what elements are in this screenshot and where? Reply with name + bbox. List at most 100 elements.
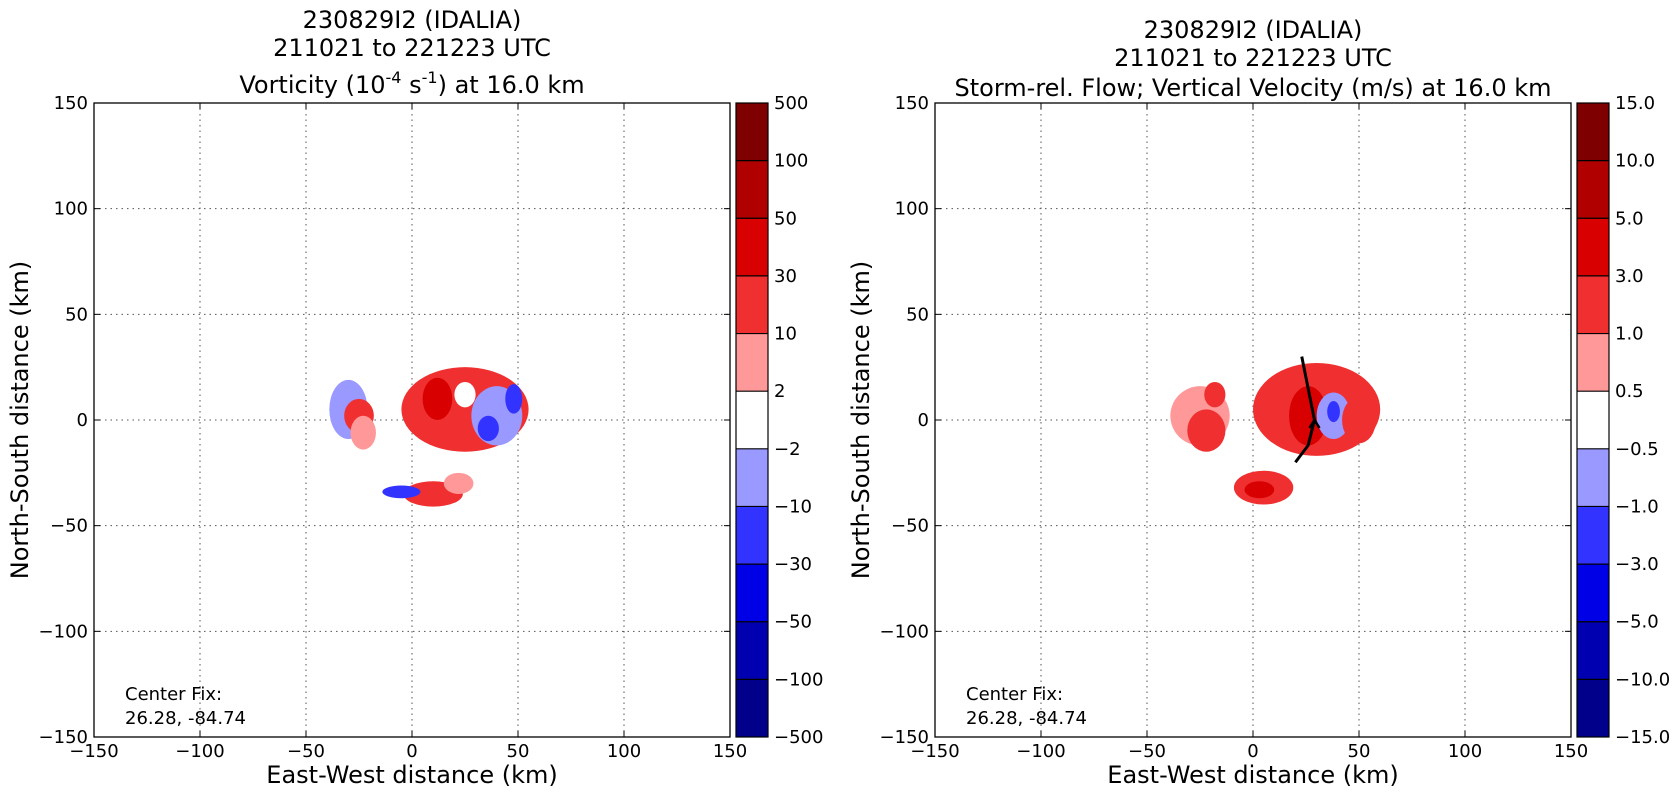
vorticity-colorbar-label: −30 [774, 554, 812, 575]
vorticity-title-line-1: 230829I2 (IDALIA) [303, 6, 522, 34]
velocity-colorbar-segment [1577, 564, 1609, 622]
velocity-colorbar-label: −5.0 [1615, 612, 1659, 633]
velocity-x-tick-label: 50 [1348, 741, 1371, 762]
vorticity-x-tick-label: 50 [507, 741, 530, 762]
vorticity-panel: 230829I2 (IDALIA) 211021 to 221223 UTC V… [6, 6, 823, 789]
vorticity-colorbar-segment [736, 679, 768, 737]
vorticity-colorbar-label: 500 [774, 93, 808, 114]
velocity-colorbar-label: 0.5 [1615, 381, 1644, 402]
vorticity-colorbar-segment [736, 621, 768, 680]
vorticity-x-ticks: −150 −100 −50 0 50 100 150 [69, 103, 747, 762]
velocity-colorbar-label: −1.0 [1615, 496, 1659, 517]
vorticity-colorbar-segment [736, 160, 768, 219]
velocity-x-tick-label: −50 [1128, 741, 1166, 762]
vorticity-x-axis-label: East-West distance (km) [266, 761, 557, 789]
vorticity-colorbar-segment [736, 391, 768, 449]
vorticity-y-tick-label: 150 [54, 93, 88, 114]
velocity-colorbar-label: −15.0 [1615, 727, 1670, 748]
velocity-colorbar-segment [1577, 506, 1609, 565]
vorticity-x-tick-label: 100 [607, 741, 641, 762]
velocity-colorbar-segment [1577, 275, 1609, 334]
velocity-title-line-2: 211021 to 221223 UTC [1114, 44, 1392, 72]
velocity-colorbar-label: −10.0 [1615, 669, 1670, 690]
velocity-colorbar-segment [1577, 160, 1609, 219]
velocity-colorbar-label: −0.5 [1615, 439, 1659, 460]
vorticity-field-patch [477, 415, 499, 442]
velocity-field-patch [1342, 396, 1376, 444]
velocity-field-patch [1187, 409, 1226, 452]
vorticity-colorbar-frame [735, 102, 769, 738]
velocity-colorbar-segment [1577, 448, 1609, 507]
vorticity-colorbar-label: −2 [774, 439, 801, 460]
vorticity-field-patch [443, 472, 474, 494]
vorticity-colorbar: 500 100 50 30 10 2 −2 −10 −30 −50 −100 −500 [735, 93, 823, 748]
vorticity-y-axis-label: North-South distance (km) [6, 261, 34, 580]
vorticity-x-tick-label: −150 [69, 741, 118, 762]
velocity-x-tick-label: −100 [1016, 741, 1065, 762]
velocity-colorbar-segment [1577, 218, 1609, 276]
vorticity-field-patch [505, 384, 523, 414]
velocity-x-tick-label: 100 [1448, 741, 1482, 762]
vorticity-colorbar-label: 30 [774, 266, 797, 287]
velocity-y-tick-label: 0 [918, 410, 929, 431]
velocity-colorbar-segment [1577, 679, 1609, 737]
vorticity-colorbar-segment [736, 448, 768, 507]
streamline-arrowhead [1308, 417, 1321, 429]
velocity-center-fix-value: 26.28, -84.74 [966, 708, 1087, 729]
velocity-title-line-3: Storm-rel. Flow; Vertical Velocity (m/s)… [955, 74, 1552, 102]
vorticity-colorbar-label: −500 [774, 727, 823, 748]
vorticity-y-ticks: −150 −100 −50 0 50 100 150 [39, 93, 730, 748]
vorticity-title-line-3: Vorticity (10-4 s-1) at 16.0 km [239, 68, 584, 99]
velocity-y-axis-label: North-South distance (km) [847, 261, 875, 580]
velocity-field-patch [1327, 400, 1340, 423]
velocity-field-patch [1244, 481, 1275, 499]
vorticity-colorbar-segment [736, 103, 768, 161]
vorticity-x-tick-label: −100 [175, 741, 224, 762]
velocity-colorbar-segment [1577, 621, 1609, 680]
velocity-plot-area [935, 103, 1571, 737]
velocity-x-ticks: −150 −100 −50 0 50 100 150 [910, 103, 1588, 762]
velocity-x-tick-label: 0 [1247, 741, 1258, 762]
velocity-y-tick-label: −100 [880, 621, 929, 642]
vorticity-field-patch [382, 485, 421, 499]
vorticity-field-patch [350, 415, 376, 450]
velocity-field-patch [1204, 381, 1226, 408]
velocity-field-patch [1289, 386, 1328, 446]
vorticity-field-patch [422, 377, 453, 420]
velocity-y-tick-label: 50 [906, 304, 929, 325]
velocity-colorbar-label: 10.0 [1615, 151, 1655, 172]
vorticity-title-line-2: 211021 to 221223 UTC [273, 34, 551, 62]
vorticity-colorbar-segment [736, 564, 768, 622]
vorticity-x-tick-label: 150 [713, 741, 747, 762]
velocity-colorbar: 15.0 10.0 5.0 3.0 1.0 0.5 −0.5 −1.0 −3.0 −5.0 −10.… [1576, 93, 1670, 748]
velocity-y-tick-label: −50 [891, 516, 929, 537]
velocity-field [1170, 362, 1381, 505]
vorticity-colorbar-segment [736, 275, 768, 334]
velocity-colorbar-segment [1577, 391, 1609, 449]
velocity-y-ticks: −150 −100 −50 0 50 100 150 [880, 93, 1571, 748]
velocity-center-fix-label: Center Fix: [966, 684, 1063, 705]
vorticity-colorbar-label: 2 [774, 381, 785, 402]
velocity-colorbar-segment [1577, 103, 1609, 161]
vorticity-y-tick-label: 0 [77, 410, 88, 431]
vorticity-gridlines [94, 103, 730, 737]
vorticity-colorbar-segment [736, 506, 768, 565]
vorticity-x-tick-label: −50 [287, 741, 325, 762]
velocity-x-axis-label: East-West distance (km) [1107, 761, 1398, 789]
velocity-colorbar-label: 1.0 [1615, 324, 1644, 345]
vorticity-colorbar-segment [736, 218, 768, 276]
velocity-colorbar-label: 5.0 [1615, 208, 1644, 229]
vorticity-colorbar-label: 50 [774, 208, 797, 229]
vorticity-center-fix-value: 26.28, -84.74 [125, 708, 246, 729]
vorticity-x-tick-label: 0 [406, 741, 417, 762]
vorticity-field [329, 367, 529, 507]
velocity-y-tick-label: 150 [895, 93, 929, 114]
velocity-y-tick-label: −150 [880, 727, 929, 748]
vorticity-y-tick-label: −150 [39, 727, 88, 748]
vorticity-field-patch [454, 381, 476, 408]
vorticity-colorbar-label: −10 [774, 496, 812, 517]
velocity-colorbar-label: −3.0 [1615, 554, 1659, 575]
velocity-title-line-1: 230829I2 (IDALIA) [1144, 16, 1363, 44]
velocity-x-tick-label: −150 [910, 741, 959, 762]
